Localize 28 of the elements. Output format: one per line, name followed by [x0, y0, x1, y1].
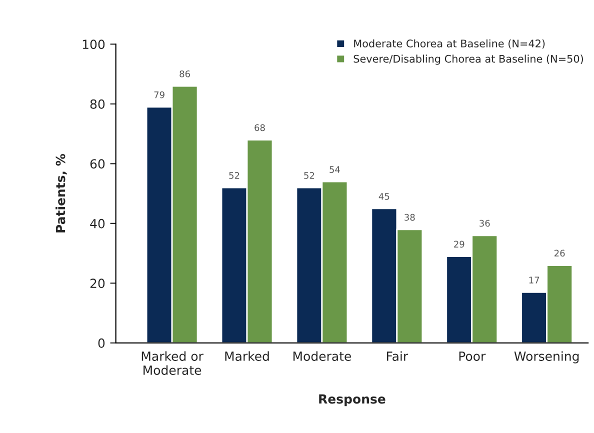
- x-tick-label: Fair: [386, 351, 408, 361]
- y-axis-title: Patients, %: [56, 154, 67, 232]
- data-label: 38: [404, 214, 415, 221]
- legend-label: Moderate Chorea at Baseline (N=42): [354, 39, 545, 49]
- y-tick-label: 60: [90, 159, 105, 169]
- data-label: 36: [480, 220, 490, 227]
- x-tick-label: Marked: [225, 351, 269, 361]
- data-label: 52: [229, 172, 240, 179]
- y-tick-label: 80: [90, 99, 105, 109]
- data-label: 26: [554, 250, 565, 257]
- x-tick-label: Worsening: [514, 351, 579, 364]
- x-tick-label: Poor: [459, 352, 486, 361]
- data-label: 86: [180, 70, 190, 78]
- y-tick-label: 0: [98, 338, 105, 348]
- data-label: 79: [154, 91, 164, 98]
- legend-label: Severe/Disabling Chorea at Baseline (N=50): [354, 54, 583, 65]
- data-label: 29: [454, 240, 464, 248]
- y-tick-label: 100: [82, 40, 105, 50]
- data-label: 52: [304, 172, 314, 179]
- y-tick-label: 40: [90, 218, 105, 228]
- data-label: 45: [378, 193, 390, 200]
- data-label: 68: [254, 124, 265, 132]
- data-label: 54: [330, 166, 340, 173]
- x-tick-label: Moderate: [293, 351, 352, 361]
- x-axis-title: Response: [319, 394, 386, 406]
- data-label: 17: [529, 276, 540, 284]
- y-tick-label: 20: [90, 278, 105, 288]
- x-tick-label: Marked or Moderate: [142, 351, 204, 375]
